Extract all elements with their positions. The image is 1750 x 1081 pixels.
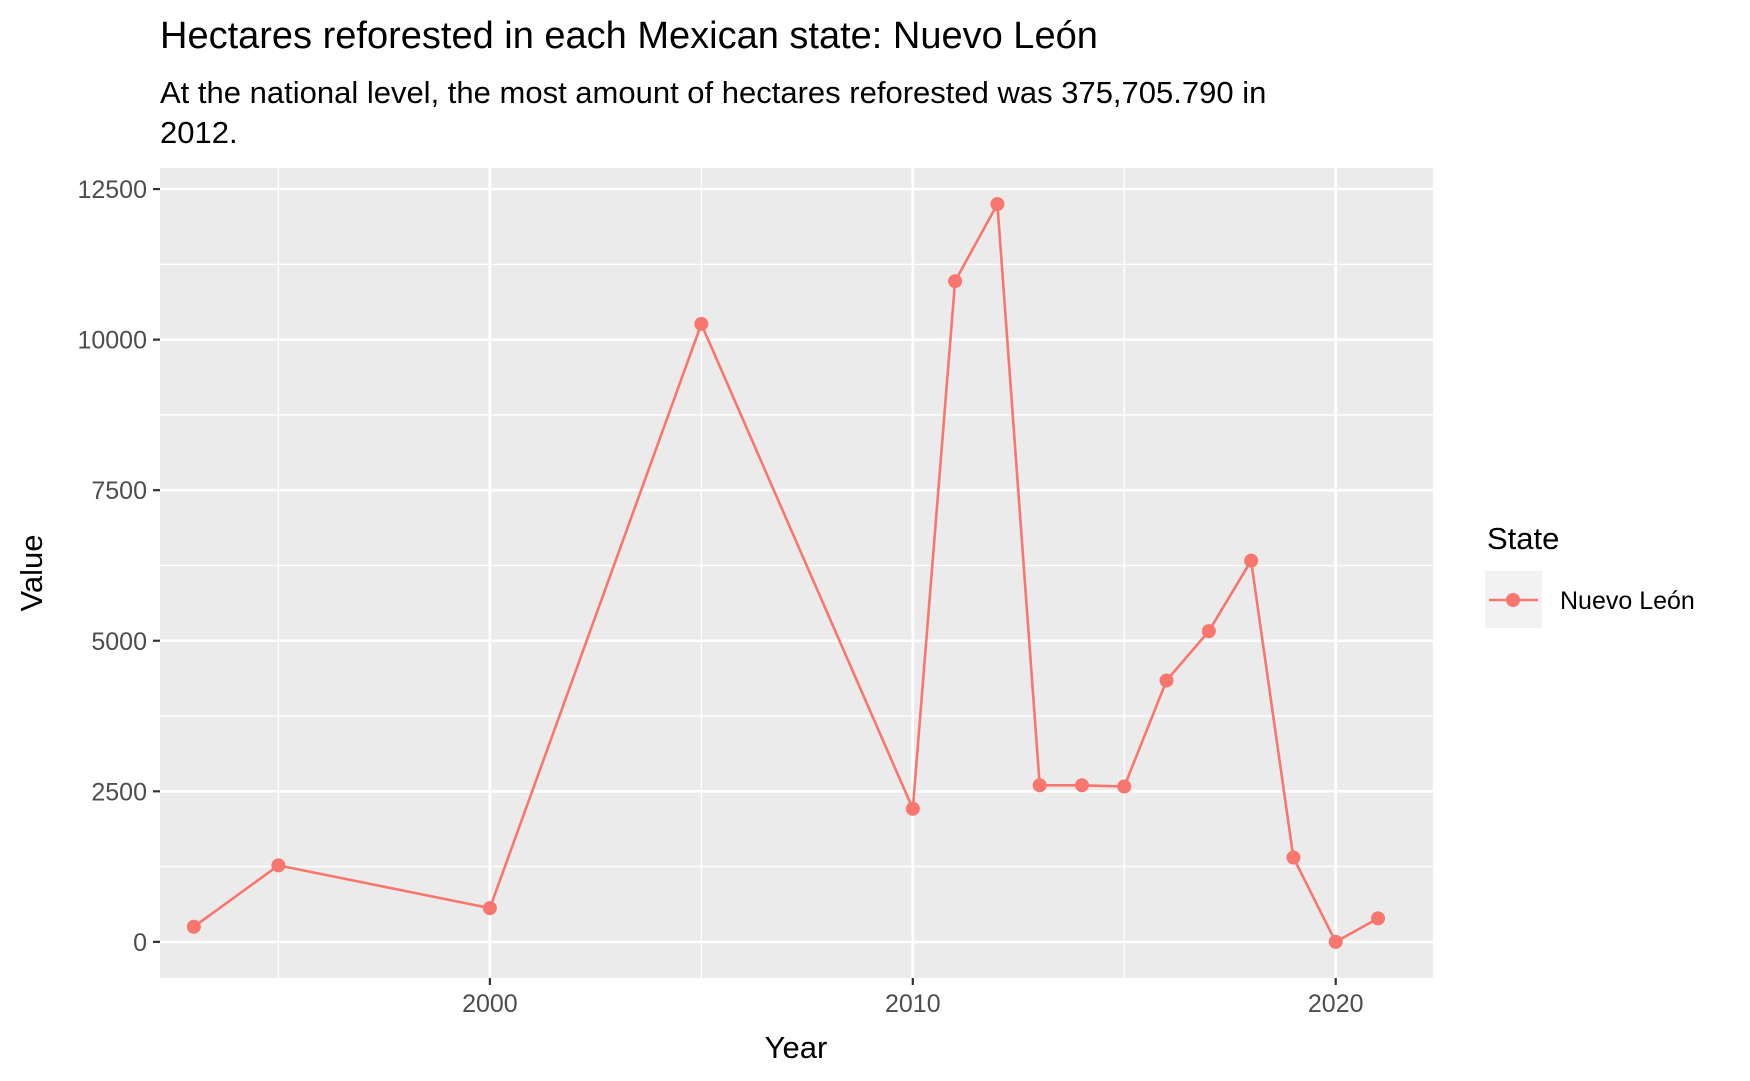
data-point bbox=[1032, 778, 1047, 793]
legend: State Nuevo León bbox=[1485, 521, 1695, 628]
legend-title: State bbox=[1487, 521, 1559, 556]
y-tick-label: 7500 bbox=[91, 477, 147, 505]
plot-panel bbox=[160, 168, 1433, 978]
x-tick-label: 2010 bbox=[885, 990, 941, 1018]
data-point bbox=[1074, 778, 1089, 793]
data-point bbox=[482, 901, 497, 916]
data-point bbox=[1201, 624, 1216, 639]
y-tick-label: 0 bbox=[133, 929, 147, 957]
data-point bbox=[948, 274, 963, 289]
chart-title: Hectares reforested in each Mexican stat… bbox=[160, 15, 1098, 57]
y-axis-title: Value bbox=[14, 535, 49, 612]
y-tick-label: 10000 bbox=[77, 327, 147, 355]
data-point bbox=[1117, 779, 1132, 794]
legend-item-label: Nuevo León bbox=[1560, 587, 1695, 615]
x-tick-label: 2020 bbox=[1308, 990, 1364, 1018]
x-tick-label: 2000 bbox=[462, 990, 518, 1018]
data-point bbox=[1286, 850, 1301, 865]
minor-gridlines bbox=[160, 168, 1433, 978]
y-tick-label: 5000 bbox=[91, 628, 147, 656]
chart-subtitle-line-1: At the national level, the most amount o… bbox=[160, 75, 1266, 110]
axes-layer: 2000 2010 2020 0 2500 5000 7500 10000 12500 bbox=[77, 176, 1363, 1018]
data-point bbox=[1328, 934, 1343, 949]
data-point bbox=[271, 858, 286, 873]
data-point bbox=[990, 197, 1005, 212]
y-tick-label: 12500 bbox=[77, 176, 147, 204]
chart-subtitle-line-2: 2012. bbox=[160, 115, 238, 150]
series-line bbox=[193, 202, 1379, 944]
x-axis-title: Year bbox=[765, 1030, 828, 1065]
legend-key-point bbox=[1506, 593, 1520, 607]
data-point bbox=[1159, 673, 1174, 688]
major-gridlines bbox=[160, 168, 1433, 978]
y-tick-label: 2500 bbox=[91, 778, 147, 806]
series-layer bbox=[186, 197, 1386, 949]
data-point bbox=[905, 801, 920, 816]
data-point bbox=[1371, 911, 1386, 926]
data-point bbox=[1244, 553, 1259, 568]
data-point bbox=[186, 919, 201, 934]
data-point bbox=[694, 316, 709, 331]
